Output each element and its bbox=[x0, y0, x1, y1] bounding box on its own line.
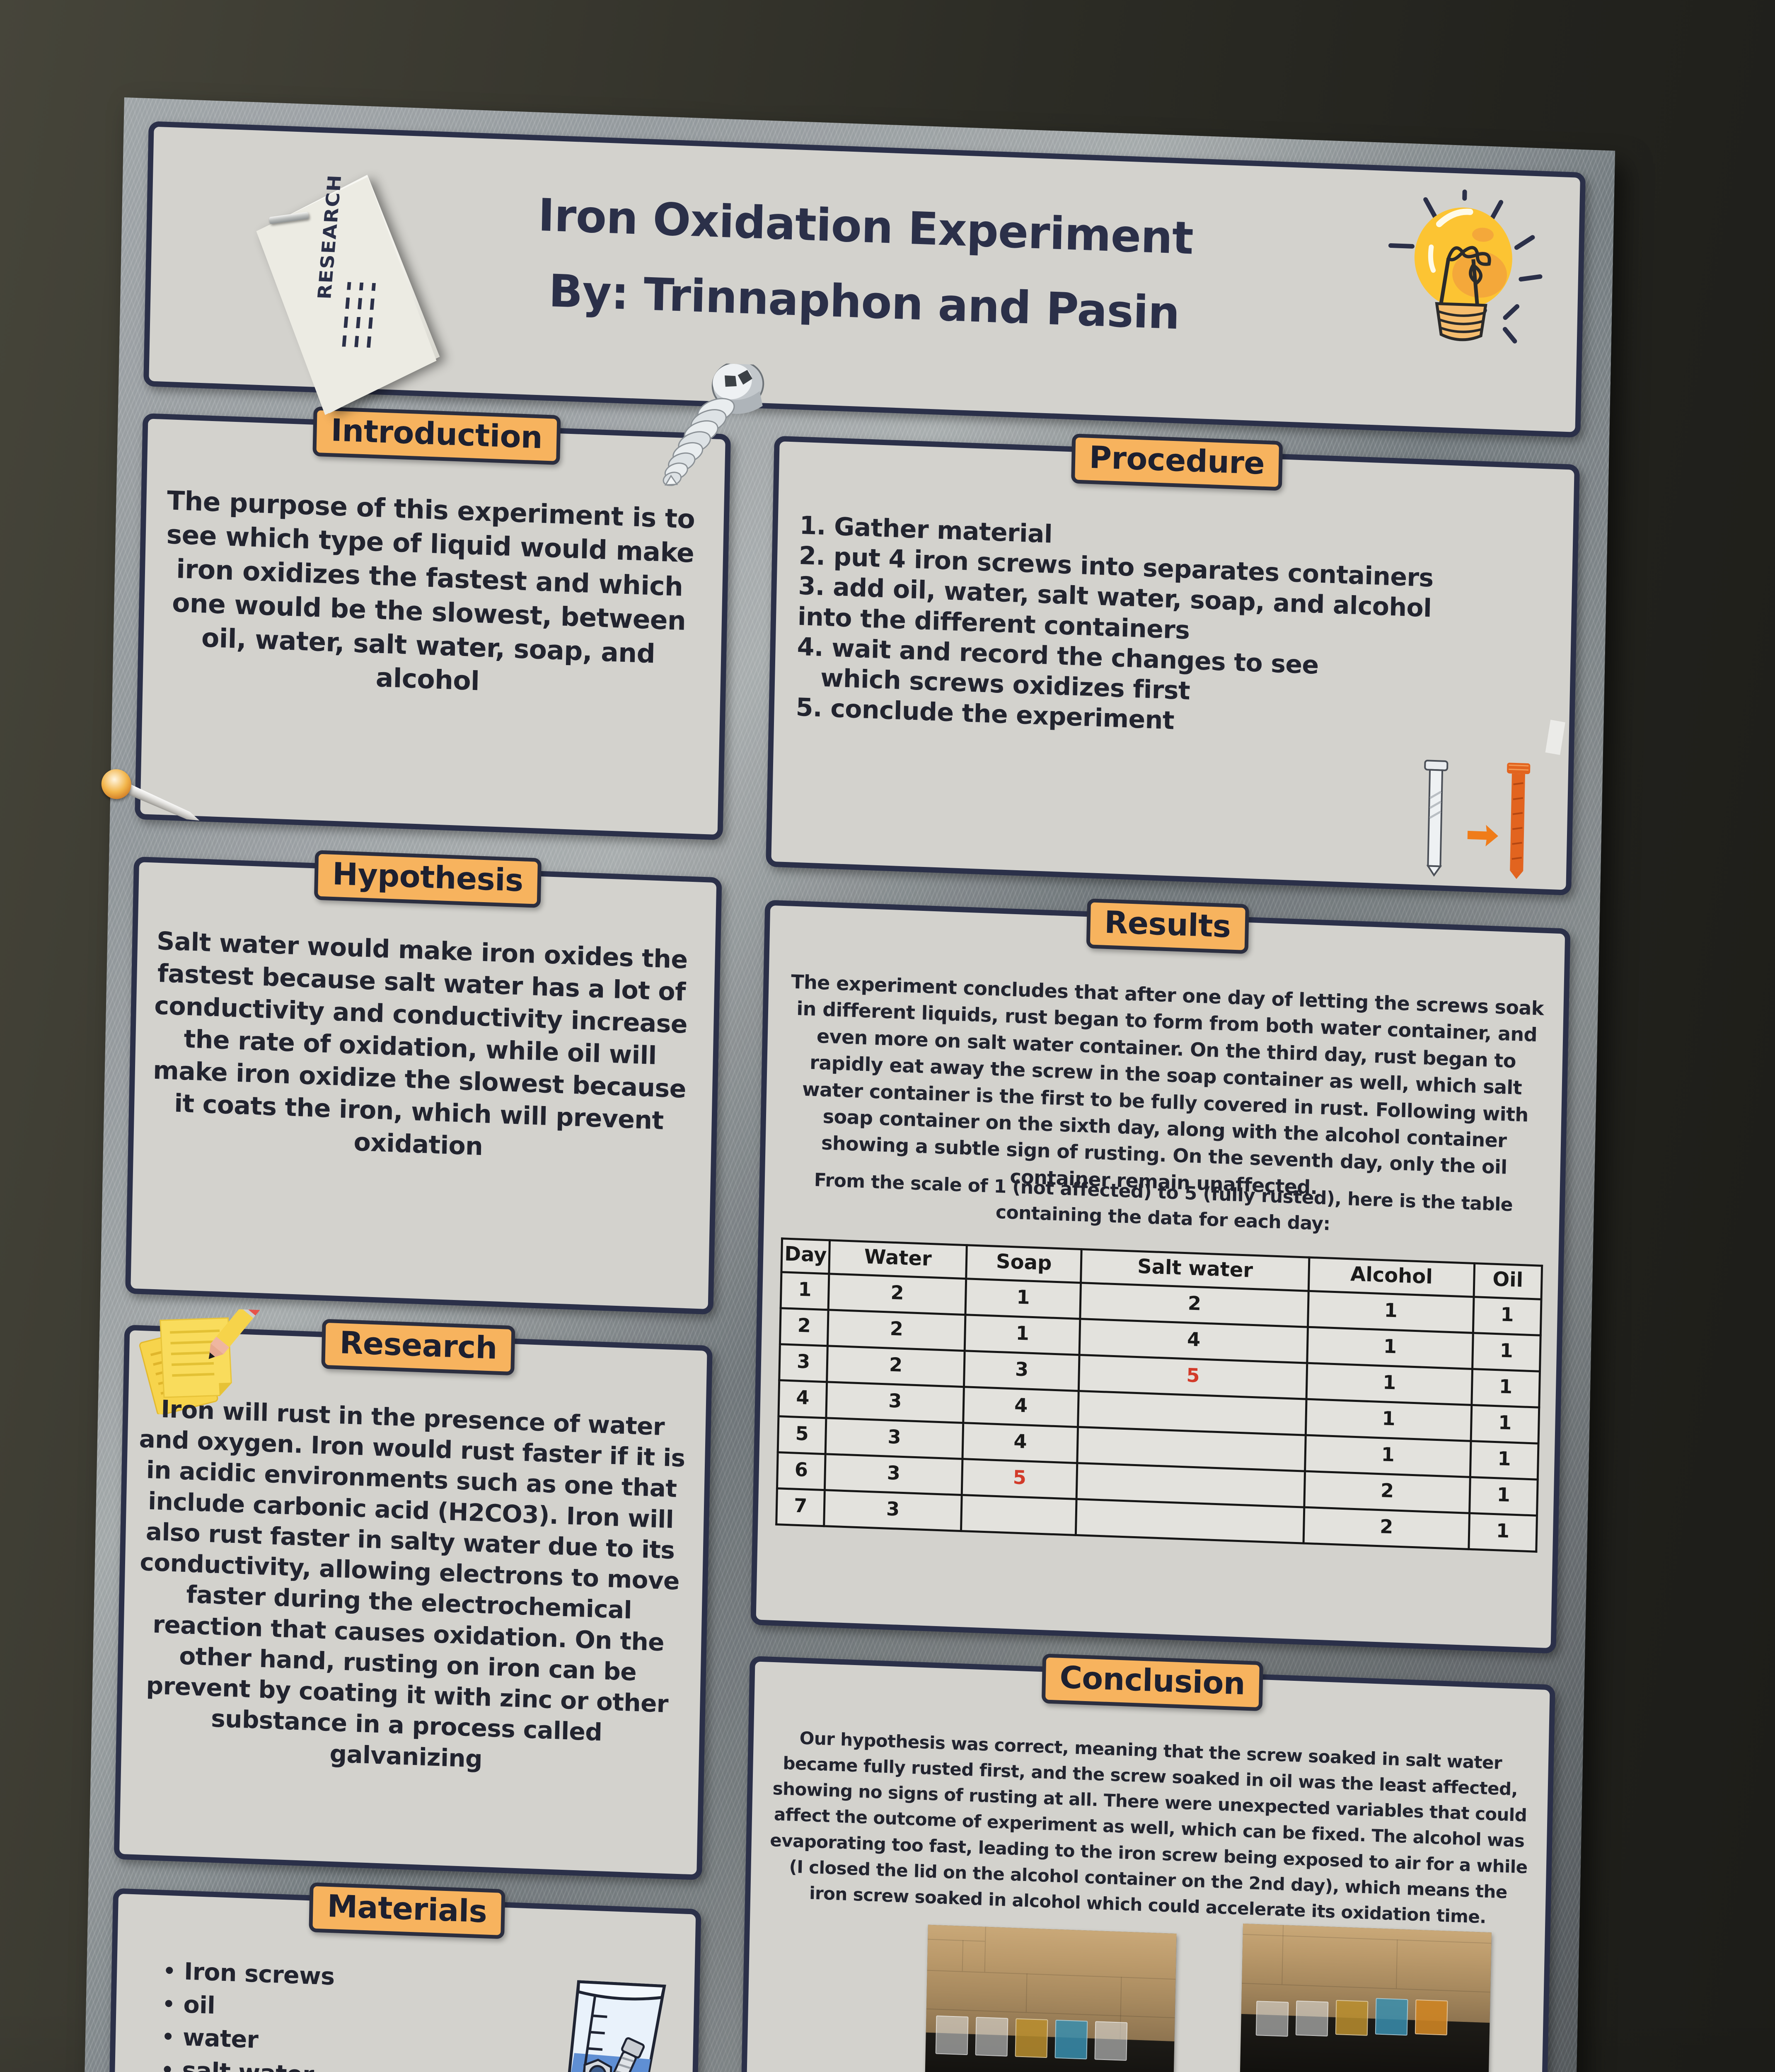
table-cell: 1 bbox=[1471, 1369, 1540, 1408]
table-cell: 3 bbox=[825, 1454, 963, 1495]
table-cell: 3 bbox=[825, 1418, 963, 1459]
table-cell: 3 bbox=[824, 1490, 962, 1531]
table-cell: 2 bbox=[827, 1310, 966, 1351]
table-cell: 1 bbox=[781, 1272, 829, 1310]
conclusion-body: Our hypothesis was correct, meaning that… bbox=[769, 1728, 1528, 1927]
beaker-with-screws-icon bbox=[565, 1980, 666, 2072]
lightbulb-icon bbox=[1388, 189, 1543, 344]
materials-list: Iron screws oil water salt water soap Al… bbox=[158, 1958, 536, 2072]
table-cell: 6 bbox=[777, 1452, 826, 1490]
column-header: Oil bbox=[1473, 1263, 1542, 1300]
table-cell: 1 bbox=[1305, 1435, 1471, 1477]
research-heading: Research bbox=[321, 1319, 515, 1376]
table-cell-highlighted: 5 bbox=[962, 1459, 1078, 1499]
hypothesis-panel: Hypothesis Salt water would make iron ox… bbox=[125, 850, 722, 1315]
table-cell: 2 bbox=[1303, 1507, 1470, 1549]
poster-board: Iron Oxidation Experiment By: Trinnaphon… bbox=[83, 97, 1615, 2072]
column-header: Day bbox=[781, 1238, 830, 1274]
table-cell: 1 bbox=[1468, 1513, 1537, 1552]
screw-icon bbox=[663, 361, 764, 487]
papers-pencil-icon bbox=[139, 1305, 261, 1416]
experiment-photo-left bbox=[924, 1924, 1177, 2072]
column-header: Water bbox=[829, 1240, 967, 1279]
procedure-heading: Procedure bbox=[1071, 433, 1283, 491]
hypothesis-heading: Hypothesis bbox=[314, 850, 542, 908]
results-heading: Results bbox=[1086, 898, 1249, 954]
conclusion-heading: Conclusion bbox=[1041, 1653, 1264, 1711]
table-cell: 1 bbox=[1472, 1333, 1541, 1372]
title-panel: Iron Oxidation Experiment By: Trinnaphon… bbox=[143, 121, 1586, 438]
table-cell: 2 bbox=[828, 1273, 966, 1315]
conclusion-panel: Conclusion Our hypothesis was correct, m… bbox=[740, 1653, 1555, 2072]
table-cell: 2 bbox=[1304, 1471, 1470, 1513]
table-cell: 4 bbox=[962, 1423, 1078, 1463]
introduction-heading: Introduction bbox=[312, 406, 561, 465]
research-panel: Research bbox=[114, 1305, 713, 1881]
table-cell: 1 bbox=[1308, 1291, 1474, 1333]
table-cell: 2 bbox=[780, 1308, 829, 1346]
list-item: Iron screws bbox=[162, 1958, 536, 1998]
table-cell: 1 bbox=[1470, 1405, 1539, 1444]
table-cell: 3 bbox=[826, 1382, 964, 1423]
table-cell: 1 bbox=[965, 1278, 1081, 1319]
procedure-list: 1. Gather material 2. put 4 iron screws … bbox=[796, 511, 1545, 750]
column-header: Soap bbox=[966, 1245, 1082, 1283]
column-header: Alcohol bbox=[1308, 1257, 1475, 1297]
table-cell: 1 bbox=[1473, 1297, 1541, 1336]
table-cell bbox=[961, 1495, 1077, 1535]
table-cell: 3 bbox=[964, 1351, 1080, 1391]
table-cell: 1 bbox=[1307, 1327, 1473, 1369]
table-cell bbox=[1076, 1499, 1304, 1544]
table-cell: 1 bbox=[1306, 1399, 1472, 1441]
table-cell: 3 bbox=[779, 1344, 828, 1382]
results-panel: Results The experiment concludes that af… bbox=[750, 898, 1571, 1654]
nail-before-after-icon bbox=[1424, 760, 1531, 879]
materials-panel: Materials bbox=[108, 1882, 701, 2072]
introduction-body: The purpose of this experiment is to see… bbox=[166, 485, 695, 697]
table-cell: 4 bbox=[778, 1380, 827, 1418]
table-cell: 1 bbox=[1306, 1363, 1473, 1405]
table-cell: 2 bbox=[827, 1346, 965, 1387]
table-cell: 1 bbox=[1469, 1477, 1538, 1516]
materials-heading: Materials bbox=[309, 1882, 505, 1939]
hypothesis-body: Salt water would make iron oxides the fa… bbox=[152, 926, 688, 1162]
procedure-panel: Procedure 1. Gather material 2. put 4 ir… bbox=[766, 433, 1580, 896]
research-body: Iron will rust in the presence of water … bbox=[139, 1394, 686, 1773]
table-cell: 1 bbox=[965, 1314, 1081, 1355]
table-cell: 5 bbox=[778, 1416, 826, 1454]
research-note-lines bbox=[342, 282, 385, 348]
table-cell: 4 bbox=[963, 1387, 1079, 1427]
table-cell: 1 bbox=[1470, 1441, 1538, 1480]
introduction-panel: Introduction The purpose of this experim… bbox=[135, 406, 731, 840]
table-cell: 7 bbox=[776, 1488, 825, 1526]
results-table: Day Water Soap Salt water Alcohol Oil 1 … bbox=[775, 1237, 1543, 1553]
experiment-photo-right bbox=[1239, 1923, 1492, 2072]
